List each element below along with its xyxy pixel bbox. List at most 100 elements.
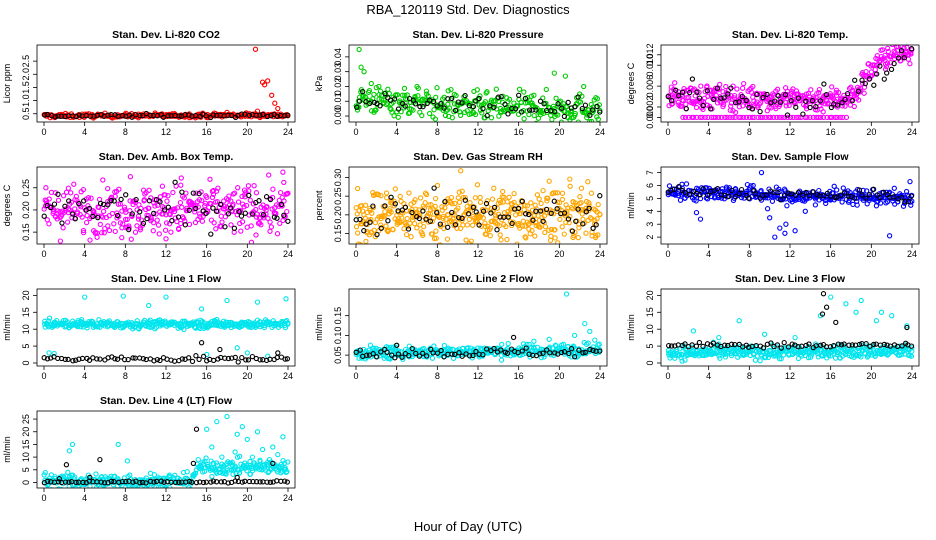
data-point — [900, 203, 907, 209]
data-point — [504, 199, 510, 205]
data-point — [215, 185, 221, 191]
data-point — [414, 225, 420, 231]
data-point — [209, 473, 215, 480]
data-point — [714, 185, 721, 192]
data-point — [105, 202, 111, 208]
data-point — [575, 206, 581, 212]
data-point — [830, 343, 837, 349]
data-point — [208, 201, 214, 207]
data-point — [757, 114, 764, 121]
data-point — [270, 460, 276, 467]
data-point — [541, 110, 547, 116]
data-point — [356, 104, 362, 110]
data-point — [494, 205, 500, 211]
plot-frame — [36, 44, 296, 123]
data-point — [669, 98, 675, 104]
data-point — [447, 346, 453, 352]
data-point — [367, 100, 373, 107]
data-point — [544, 347, 550, 353]
data-point — [704, 192, 711, 198]
data-point — [409, 345, 415, 352]
data-point — [247, 197, 253, 203]
x-tick-label: 20 — [242, 249, 252, 259]
data-point — [841, 190, 848, 196]
x-tick-label: 20 — [242, 127, 252, 137]
data-point — [210, 460, 216, 466]
data-point — [141, 317, 148, 324]
data-point — [878, 309, 885, 315]
data-point — [125, 356, 131, 363]
data-point — [257, 357, 263, 363]
data-point — [552, 350, 558, 356]
data-point — [353, 224, 360, 230]
data-point — [548, 226, 555, 233]
data-point — [249, 454, 256, 460]
x-tick-label: 24 — [283, 127, 293, 137]
data-point — [163, 236, 169, 242]
data-point — [531, 112, 537, 119]
data-point — [792, 228, 798, 234]
data-point — [370, 351, 376, 357]
data-point — [137, 209, 143, 215]
data-point — [580, 221, 586, 227]
data-point — [774, 92, 781, 98]
data-point — [516, 86, 523, 92]
data-point — [225, 355, 232, 362]
data-point — [590, 225, 596, 231]
data-point — [891, 185, 897, 191]
data-point — [547, 350, 553, 356]
data-point — [482, 220, 488, 226]
data-point — [228, 467, 235, 473]
data-point — [577, 99, 584, 105]
data-point — [784, 114, 791, 121]
data-point — [253, 232, 259, 238]
x-tick-label: 8 — [747, 249, 752, 259]
data-point — [901, 55, 907, 61]
points-group — [665, 291, 915, 364]
data-point — [817, 98, 824, 104]
data-point — [426, 202, 432, 208]
data-point — [536, 196, 542, 202]
data-point — [571, 332, 578, 339]
data-point — [511, 190, 517, 197]
data-point — [404, 92, 410, 98]
data-point — [100, 177, 106, 183]
data-point — [588, 190, 595, 196]
data-point — [729, 187, 735, 194]
data-point — [541, 213, 548, 219]
data-point — [777, 197, 784, 203]
data-point — [718, 95, 724, 101]
data-point — [353, 205, 359, 211]
data-point — [736, 341, 742, 348]
y-tick-label: 0.20 — [333, 206, 343, 224]
x-tick-label: 20 — [242, 493, 252, 503]
data-point — [428, 231, 435, 237]
data-point — [224, 297, 230, 304]
data-point — [580, 350, 586, 356]
data-point — [670, 100, 676, 107]
y-tick-label: 0.20 — [21, 201, 31, 219]
data-point — [413, 350, 419, 357]
data-point — [853, 352, 860, 359]
data-point — [76, 201, 82, 207]
data-point — [189, 358, 196, 365]
data-point — [156, 484, 162, 488]
data-point — [264, 204, 270, 210]
data-point — [356, 46, 362, 53]
data-point — [112, 356, 118, 362]
data-point — [487, 225, 494, 231]
data-point — [259, 446, 266, 453]
data-point — [872, 353, 878, 359]
data-point — [840, 114, 846, 121]
data-point — [186, 207, 192, 213]
data-point — [374, 354, 380, 360]
data-point — [456, 189, 462, 195]
data-point — [222, 214, 229, 220]
data-point — [198, 306, 205, 312]
data-point — [577, 194, 583, 200]
data-point — [129, 211, 135, 217]
data-point — [700, 186, 706, 192]
data-point — [80, 186, 87, 193]
data-point — [80, 479, 86, 486]
data-point — [150, 482, 156, 488]
